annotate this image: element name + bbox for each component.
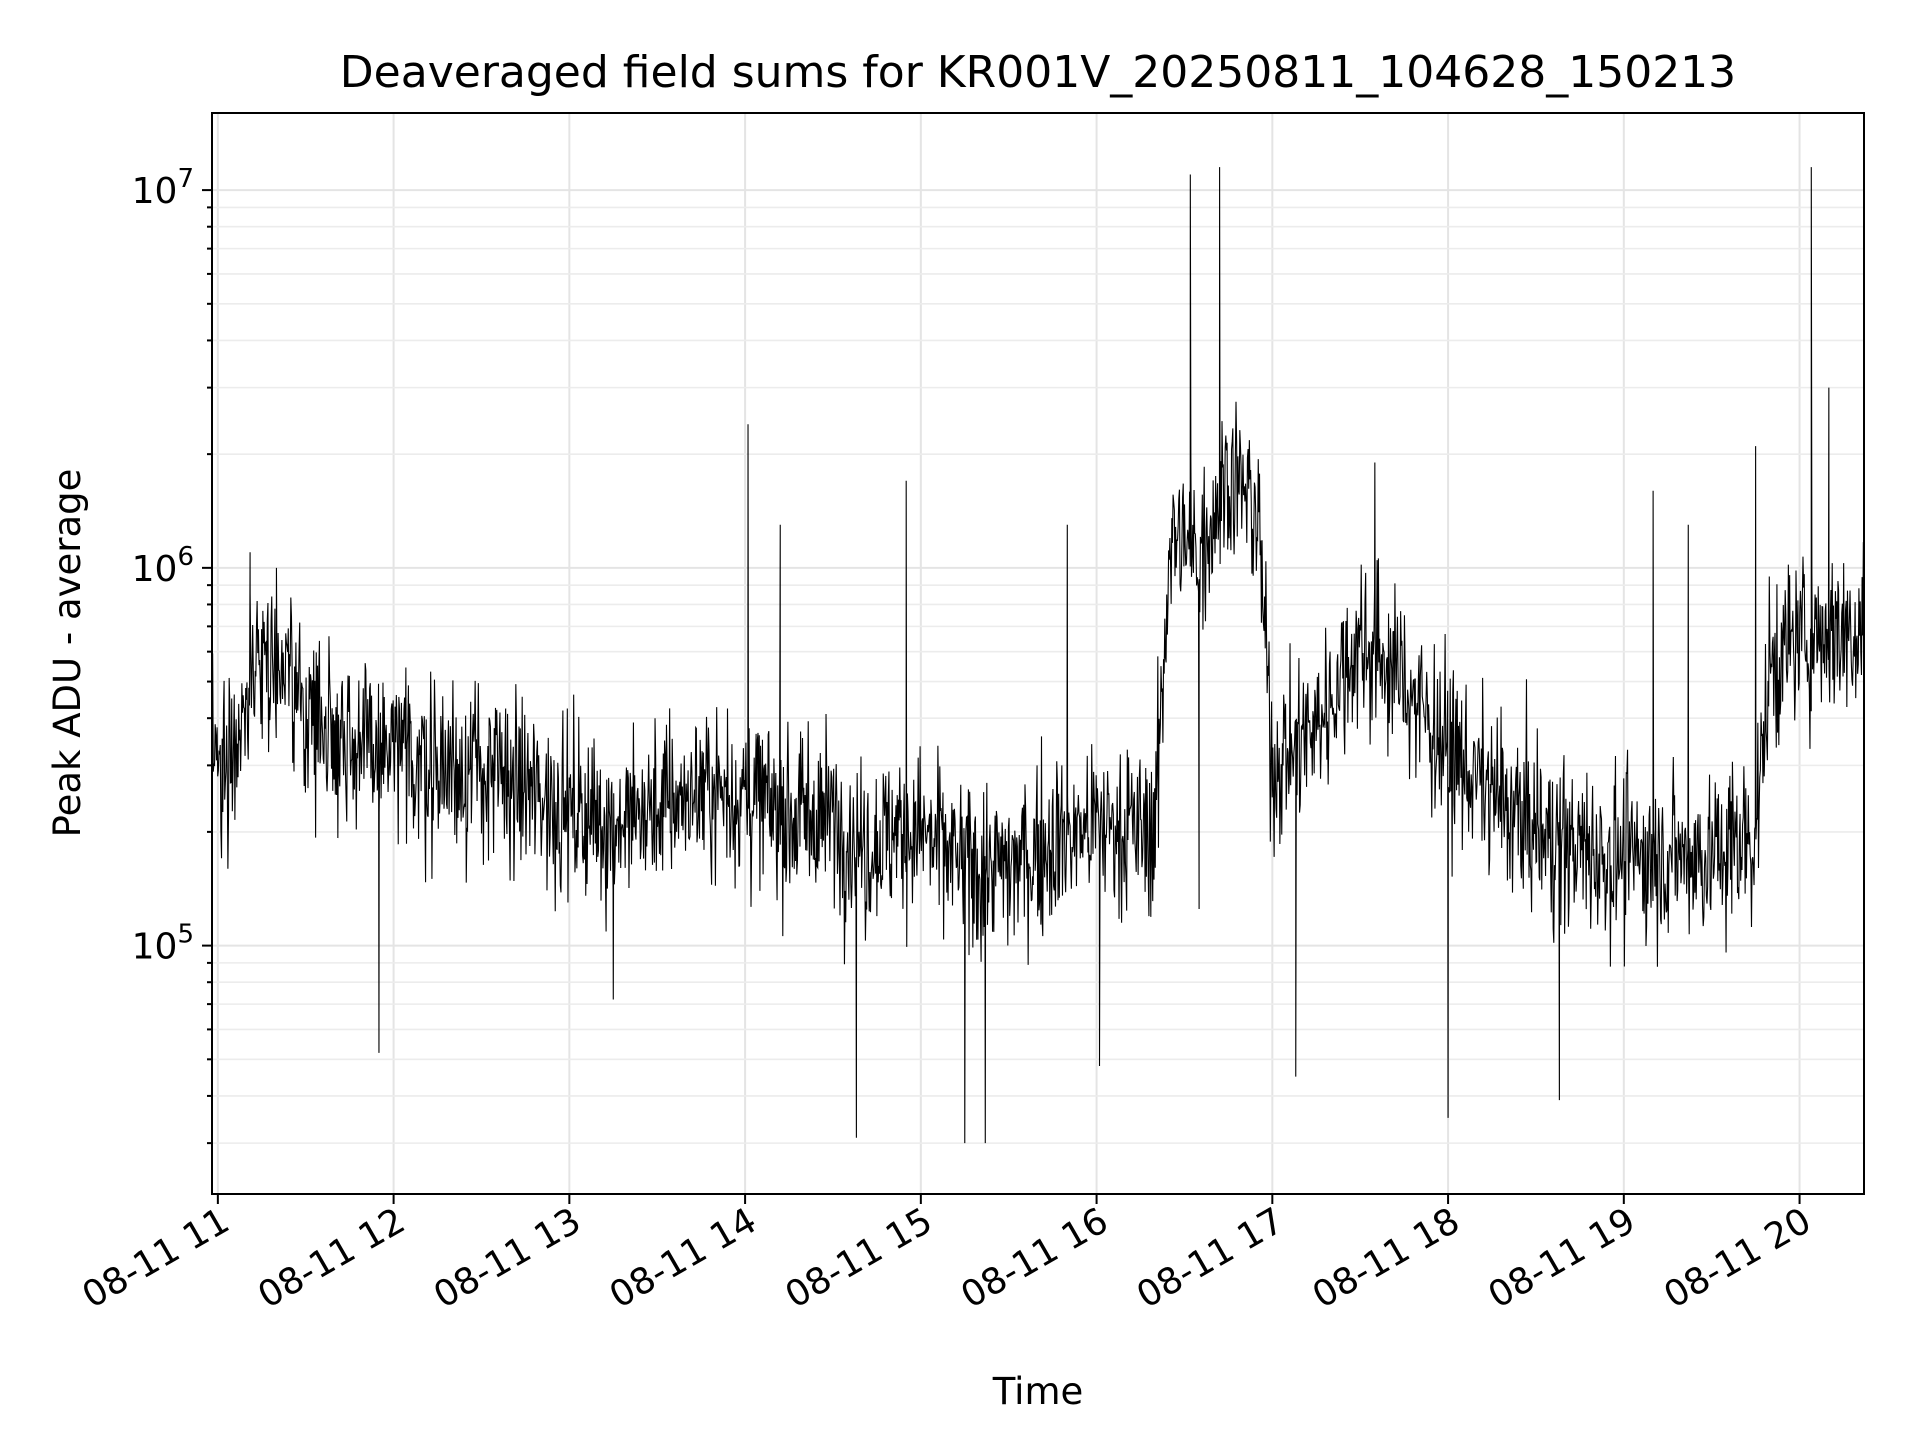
y-tick-base: 10 xyxy=(132,549,178,590)
y-tick-label: 106 xyxy=(132,542,194,590)
x-tick-label: 08-11 11 xyxy=(76,1200,237,1316)
x-tick-label: 08-11 16 xyxy=(954,1200,1115,1316)
x-tick-label: 08-11 14 xyxy=(603,1200,764,1316)
x-tick-label: 08-11 15 xyxy=(779,1200,940,1316)
y-tick-base: 10 xyxy=(132,171,178,212)
y-tick-label: 105 xyxy=(132,920,194,968)
x-tick-label: 08-11 13 xyxy=(427,1200,588,1316)
x-tick-label: 08-11 18 xyxy=(1306,1200,1467,1316)
series-line xyxy=(211,167,1865,1144)
y-tick-exponent: 5 xyxy=(177,920,194,950)
axis-ticks xyxy=(202,189,1801,1204)
chart-title: Deaveraged field sums for KR001V_2025081… xyxy=(340,47,1736,98)
x-tick-label: 08-11 12 xyxy=(251,1200,412,1316)
plot-frame xyxy=(211,112,1865,1195)
y-axis-label: Peak ADU - average xyxy=(46,469,89,838)
x-tick-label: 08-11 17 xyxy=(1130,1200,1291,1316)
x-tick-label: 08-11 20 xyxy=(1657,1200,1818,1316)
x-tick-label: 08-11 19 xyxy=(1482,1200,1643,1316)
y-tick-exponent: 7 xyxy=(177,164,194,194)
y-tick-base: 10 xyxy=(132,927,178,968)
x-axis-label: Time xyxy=(992,1370,1084,1413)
y-tick-label: 107 xyxy=(132,164,194,212)
grid xyxy=(212,113,1864,1194)
y-tick-exponent: 6 xyxy=(177,542,194,572)
